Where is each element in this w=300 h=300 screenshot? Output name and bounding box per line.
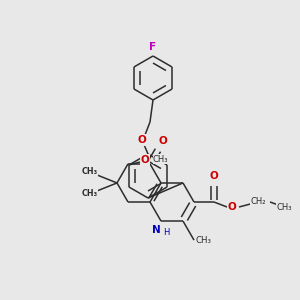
Text: N: N [152,225,160,235]
Text: CH₃: CH₃ [153,154,168,164]
Text: H: H [163,228,169,237]
Text: O: O [159,136,167,146]
Text: O: O [138,135,146,145]
Text: CH₃: CH₃ [196,236,212,244]
Text: CH₂: CH₂ [250,197,266,206]
Text: O: O [228,202,236,212]
Text: F: F [149,42,157,52]
Text: O: O [210,171,218,181]
Text: CH₃: CH₃ [82,167,98,176]
Text: O: O [141,155,149,165]
Text: CH₃: CH₃ [276,202,292,211]
Text: CH₃: CH₃ [82,189,98,198]
